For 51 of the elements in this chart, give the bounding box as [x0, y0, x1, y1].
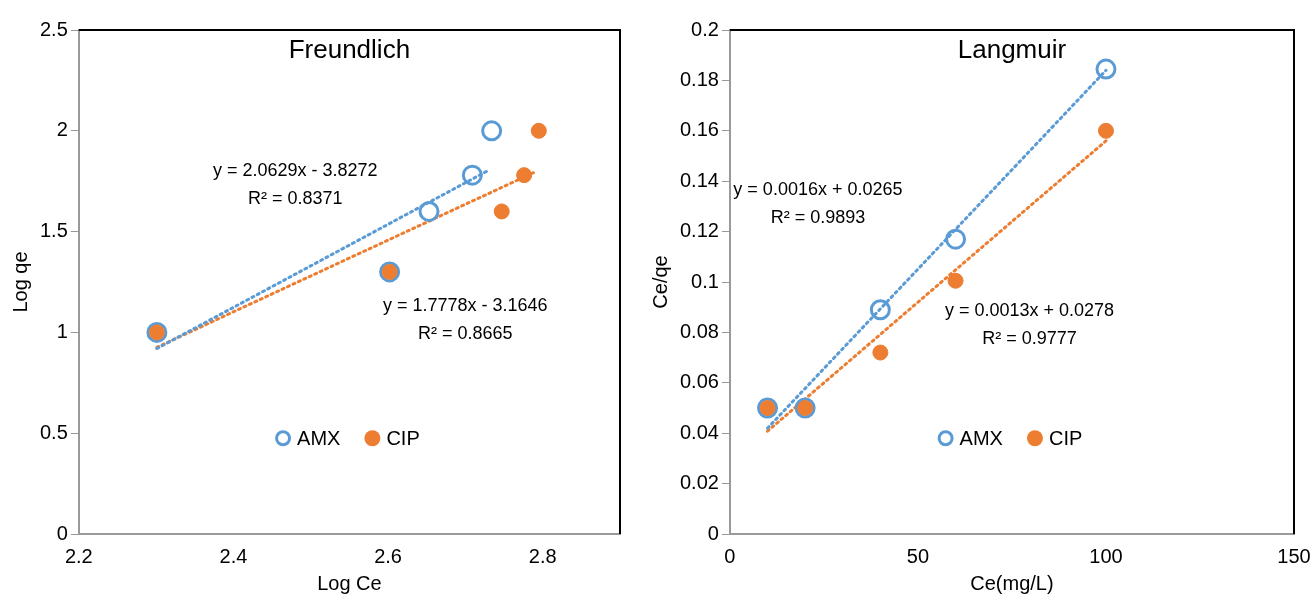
x-axis-title: Ce(mg/L)	[970, 571, 1054, 594]
y-tick-label: 1	[56, 319, 68, 342]
point	[461, 164, 483, 186]
y-tick-label: 0.14	[679, 168, 719, 191]
y-axis-title: Ce/qe	[648, 255, 671, 309]
y-tick-label: 0.18	[679, 67, 719, 90]
point	[1095, 58, 1117, 80]
legend-label: CIP	[386, 426, 420, 449]
point	[516, 167, 533, 184]
y-tick-label: 0.02	[679, 471, 719, 494]
annotation: y = 0.0013x + 0.0278 R² = 0.9777	[944, 299, 1115, 348]
y-tick-label: 0.12	[679, 219, 719, 242]
legend-label: CIP	[1048, 426, 1083, 449]
point	[872, 344, 889, 361]
y-axis-title: Log qe	[8, 251, 31, 313]
point	[945, 228, 967, 250]
y-tick-label: 0	[707, 521, 719, 544]
x-tick-label: 2.6	[374, 544, 402, 567]
y-tick-label: 0.1	[691, 269, 719, 292]
y-tick-label: 1.5	[39, 219, 68, 242]
point	[1097, 122, 1114, 139]
annotation: y = 0.0016x + 0.0265 R² = 0.9893	[733, 178, 903, 227]
y-tick-label: 0	[56, 521, 68, 544]
point	[530, 122, 547, 139]
chart-title: Freundlich	[288, 34, 411, 65]
annotation: y = 1.7778x - 3.1646 R² = 0.8665	[382, 295, 548, 344]
chart-title: Langmuir	[957, 34, 1067, 65]
x-tick-label: 100	[1089, 544, 1123, 567]
x-tick-label: 50	[906, 544, 930, 567]
x-tick-label: 0	[724, 544, 736, 567]
x-tick-label: 2.8	[528, 544, 557, 567]
x-tick-label: 2.4	[219, 544, 248, 567]
point	[947, 272, 964, 289]
y-tick-label: 0.04	[679, 420, 719, 443]
y-tick-label: 2.5	[39, 17, 68, 40]
y-tick-label: 0.16	[679, 118, 719, 141]
point	[418, 200, 440, 222]
point	[493, 203, 510, 220]
annotation: y = 2.0629x - 3.8272 R² = 0.8371	[212, 160, 378, 209]
point	[481, 120, 503, 142]
x-tick-label: 2.2	[64, 544, 93, 567]
legend-label: AMX	[297, 426, 341, 449]
y-tick-label: 2	[56, 118, 68, 141]
point	[869, 299, 891, 321]
x-axis-title: Log Ce	[317, 571, 382, 594]
y-tick-label: 0.2	[691, 17, 719, 40]
x-tick-label: 150	[1277, 544, 1311, 567]
y-tick-label: 0.5	[39, 420, 68, 443]
legend-label: AMX	[959, 426, 1003, 449]
y-tick-label: 0.08	[679, 319, 719, 342]
y-tick-label: 0.06	[679, 370, 719, 393]
